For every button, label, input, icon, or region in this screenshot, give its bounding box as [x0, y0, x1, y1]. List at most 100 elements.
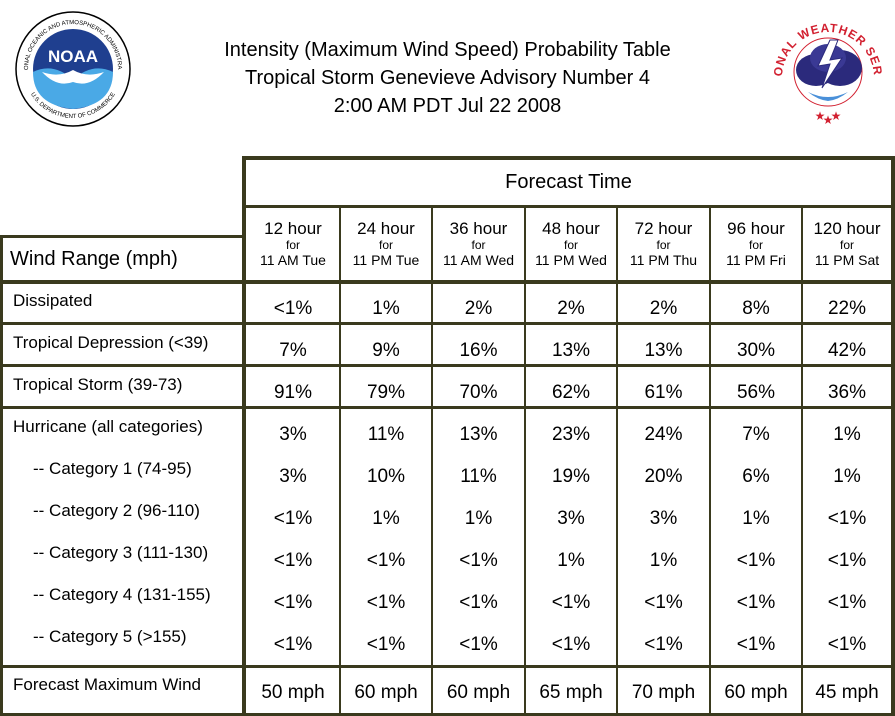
row-separator [0, 665, 895, 668]
column-separator [524, 205, 526, 713]
forecast-time-divider [242, 205, 895, 208]
table-cell: <1% [644, 592, 683, 613]
table-cell: 1% [372, 508, 400, 529]
table-cell: 30% [736, 340, 776, 361]
column-header: 24 hour for 11 PM Tue [341, 219, 431, 269]
advisory-time: 2:00 AM PDT Jul 22 2008 [333, 95, 562, 117]
row-label: -- Category 5 (>155) [33, 627, 187, 646]
table-cell: <1% [273, 298, 313, 319]
table-cell: 42% [827, 340, 867, 361]
table-cell: 13% [459, 424, 498, 445]
table-cell: <1% [366, 634, 406, 655]
table-cell: 60 mph [724, 682, 788, 703]
storm-advisory-title: Tropical Storm Genevieve Advisory Number… [245, 67, 650, 89]
table-bottom-border [0, 713, 895, 716]
table-cell: 9% [372, 340, 400, 361]
table-cell: 2% [649, 298, 678, 319]
table-cell: 1% [649, 550, 678, 571]
noaa-logo: NOAA NATIONAL OCEANIC AND ATMOSPHERIC AD… [12, 6, 132, 128]
row-label: -- Category 1 (74-95) [33, 459, 192, 478]
table-cell: <1% [827, 508, 867, 529]
noaa-wordmark: NOAA [48, 47, 98, 66]
table-cell: 10% [366, 466, 406, 487]
table-cell: 60 mph [446, 682, 511, 703]
column-header: 12 hour for 11 AM Tue [247, 219, 339, 269]
table-cell: 3% [279, 466, 307, 487]
row-label: -- Category 2 (96-110) [33, 501, 200, 520]
table-cell: 11% [460, 466, 497, 487]
row-label: Tropical Storm (39-73) [13, 375, 183, 394]
column-for: for [656, 238, 671, 252]
column-separator [339, 205, 341, 713]
column-for: for [748, 238, 763, 252]
column-header: 72 hour for 11 PM Thu [618, 219, 709, 269]
column-header: 96 hour for 11 PM Fri [711, 219, 801, 269]
column-hours: 24 hour [357, 219, 415, 238]
table-cell: 3% [649, 508, 678, 529]
table-cell: <1% [736, 592, 776, 613]
table-cell: <1% [366, 592, 406, 613]
header-bottom-border [0, 280, 895, 284]
table-cell: 2% [464, 298, 493, 319]
column-hours: 12 hour [264, 219, 322, 238]
table-right-border [891, 156, 895, 716]
row-separator [0, 406, 895, 409]
row-label: Hurricane (all categories) [13, 417, 203, 436]
column-hours: 120 hour [813, 219, 881, 238]
svg-text:★: ★ [815, 109, 826, 123]
forecast-time-label: Forecast Time [505, 171, 632, 193]
table-cell: <1% [827, 634, 867, 655]
table-cell: <1% [459, 634, 498, 655]
table-cell: <1% [273, 634, 313, 655]
row-label: -- Category 3 (111-130) [33, 543, 209, 562]
table-cell: 20% [644, 466, 683, 487]
column-header: 36 hour for 11 AM Wed [433, 219, 524, 269]
table-cell: 70 mph [631, 682, 696, 703]
table-cell: 13% [551, 340, 591, 361]
column-header: 120 hour for 11 PM Sat [803, 219, 891, 269]
table-cell: 7% [742, 424, 770, 445]
table-cell: 3% [557, 508, 585, 529]
table-cell: <1% [459, 592, 498, 613]
table-cell: 3% [279, 424, 307, 445]
table-cell: 16% [459, 340, 498, 361]
column-when: 11 PM Tue [352, 252, 420, 268]
column-for: for [839, 238, 854, 252]
table-cell: 8% [742, 298, 770, 319]
table-outer-left-border [0, 235, 3, 716]
svg-text:★: ★ [831, 109, 842, 123]
table-cell: 56% [736, 382, 776, 403]
column-for: for [563, 238, 578, 252]
table-cell: 79% [366, 382, 406, 403]
row-label: Tropical Depression (<39) [13, 333, 209, 352]
table-cell: <1% [366, 550, 406, 571]
row-separator [0, 322, 895, 325]
table-cell: 65 mph [539, 682, 603, 703]
table-cell: <1% [551, 592, 591, 613]
column-when: 11 AM Tue [260, 252, 326, 268]
column-separator [431, 205, 433, 713]
table-cell: <1% [827, 592, 867, 613]
table-cell: 23% [551, 424, 591, 445]
table-cell: 1% [557, 550, 585, 571]
table-cell: <1% [736, 634, 776, 655]
table-title: Intensity (Maximum Wind Speed) Probabili… [224, 39, 671, 61]
column-separator [709, 205, 711, 713]
table-cell: 62% [551, 382, 591, 403]
column-when: 11 PM Thu [629, 252, 698, 268]
column-separator [801, 205, 803, 713]
table-cell: 2% [557, 298, 585, 319]
table-cell: <1% [273, 508, 313, 529]
table-cell: 22% [827, 298, 867, 319]
row-separator [0, 364, 895, 367]
table-cell: <1% [644, 634, 683, 655]
column-when: 11 PM Fri [726, 252, 786, 268]
column-for: for [285, 238, 300, 252]
table-cell: 1% [833, 466, 861, 487]
table-cell: 70% [459, 382, 498, 403]
table-cell: <1% [827, 550, 867, 571]
table-cell: 1% [464, 508, 493, 529]
svg-text:★: ★ [823, 113, 834, 127]
table-cell: 11% [367, 424, 405, 445]
table-cell: 60 mph [354, 682, 418, 703]
